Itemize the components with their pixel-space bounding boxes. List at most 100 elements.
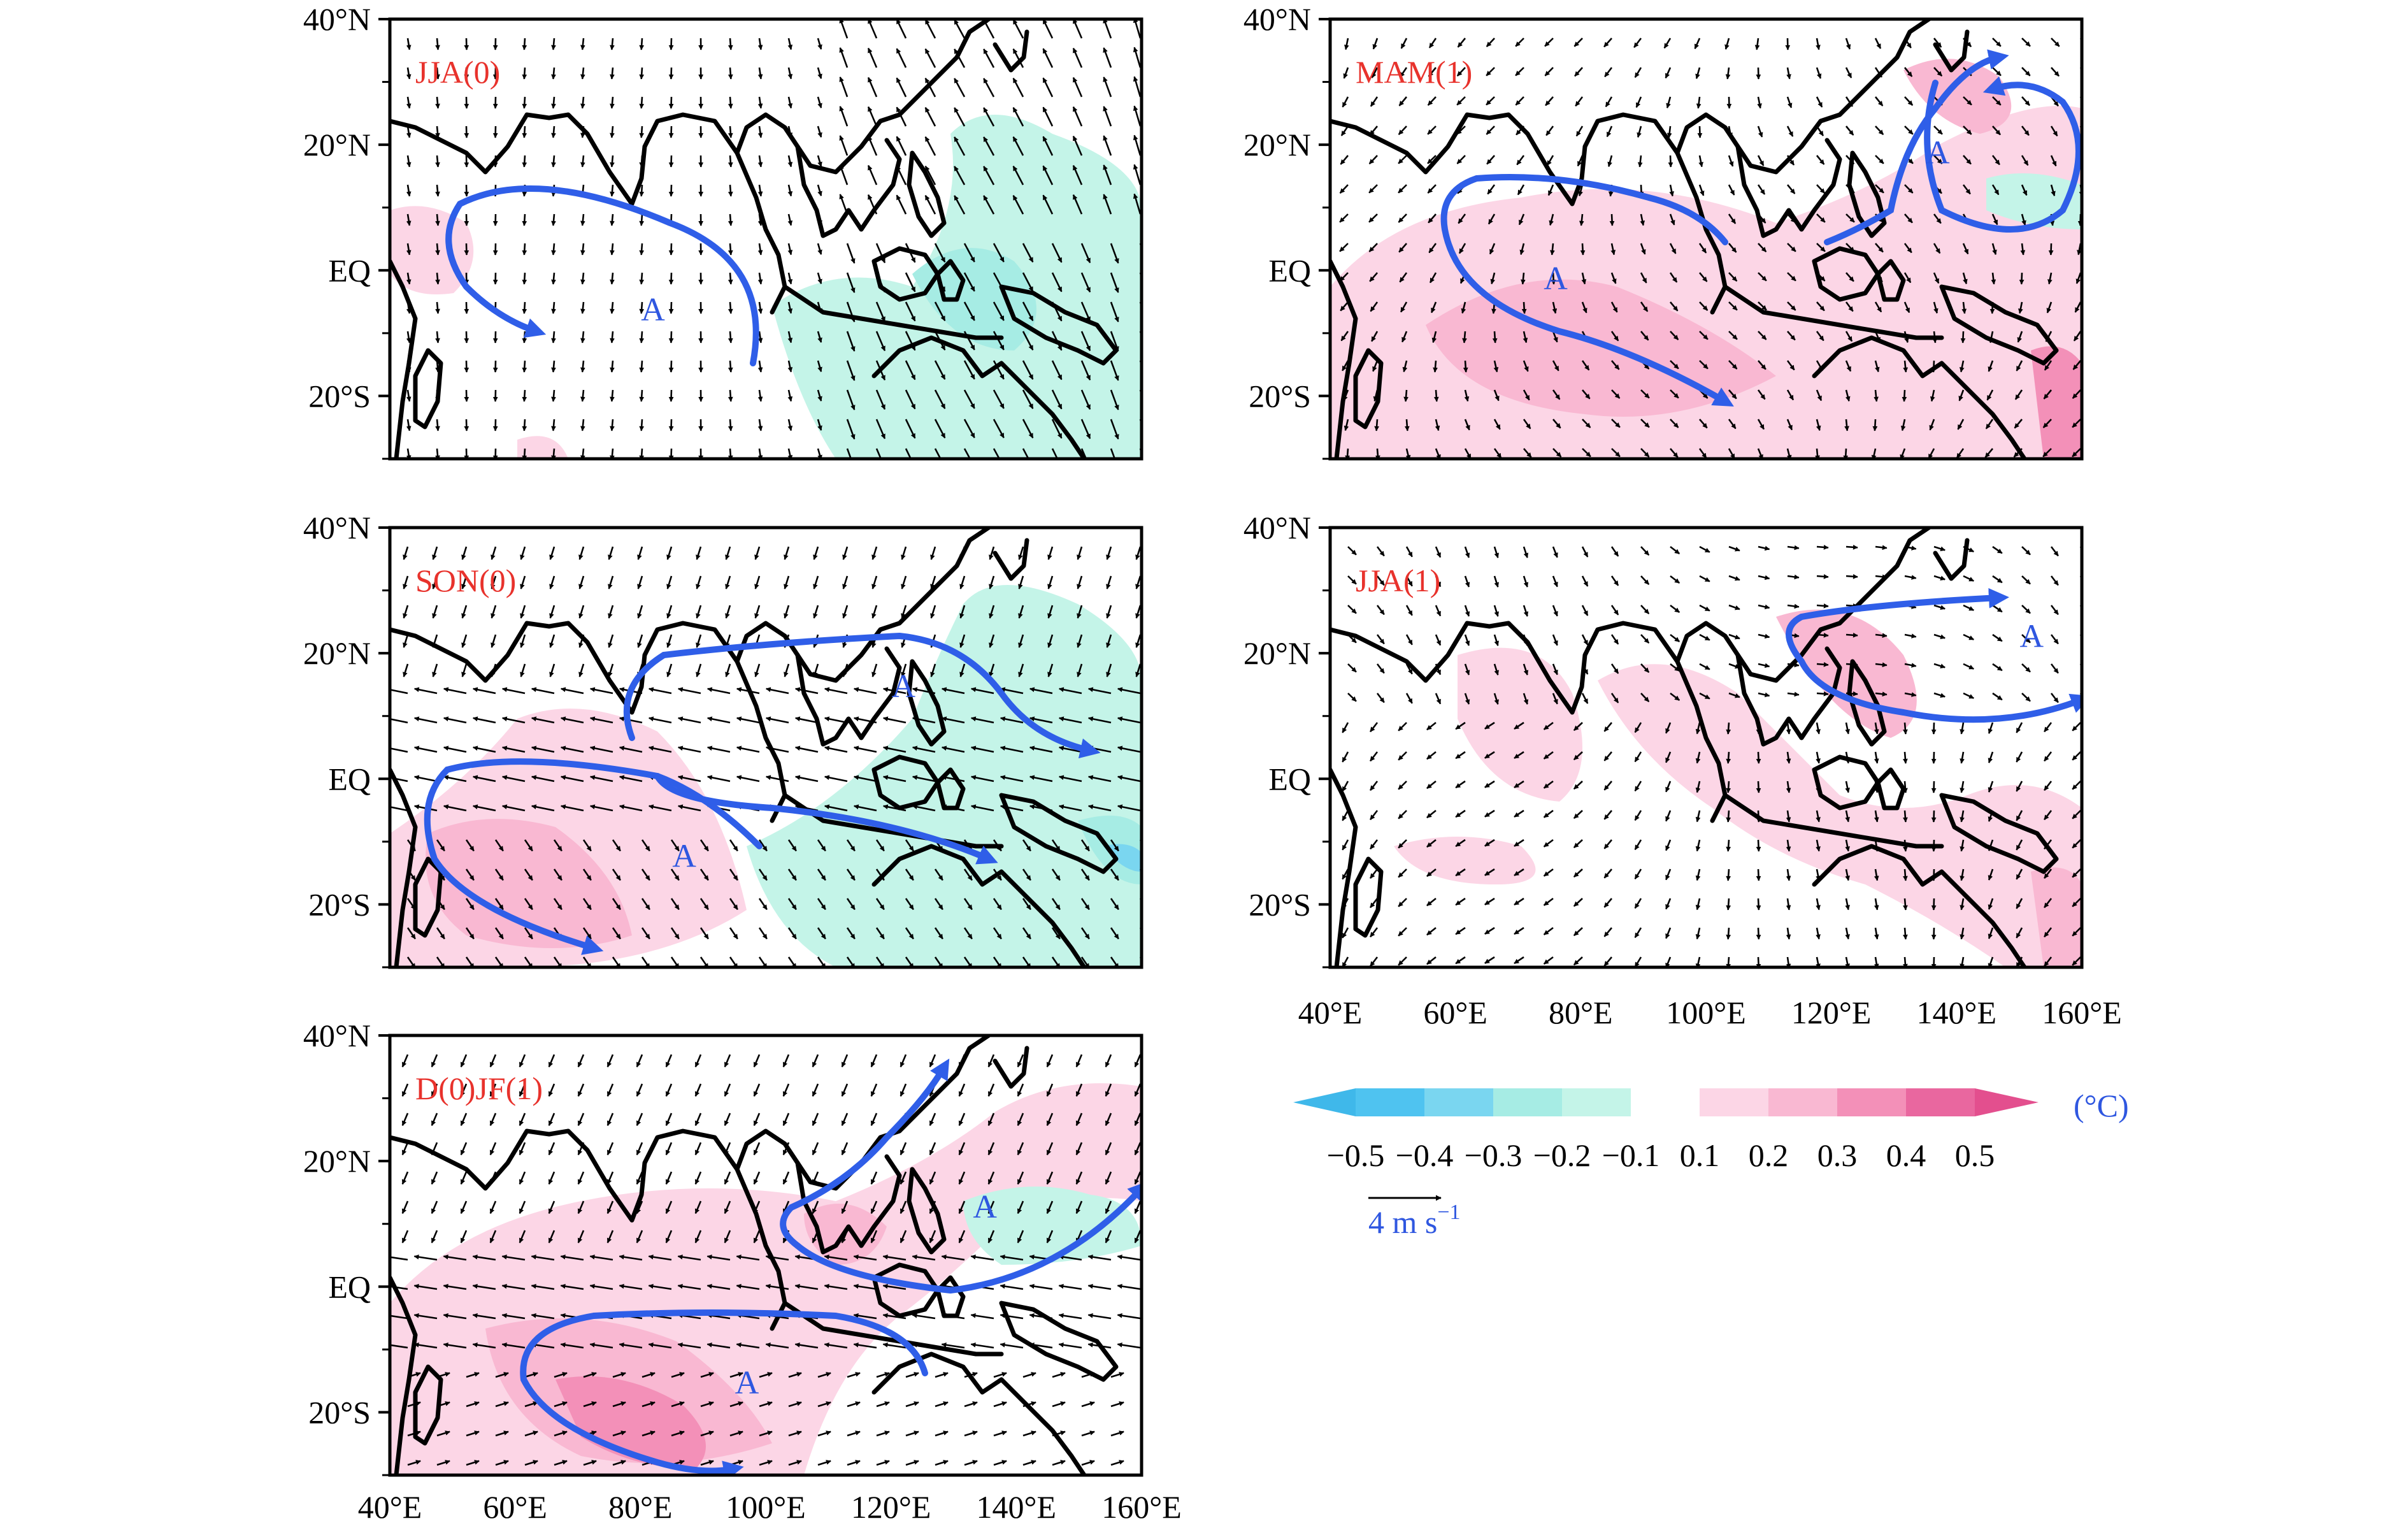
wind-vector	[1610, 546, 1619, 557]
wind-vector	[1575, 126, 1584, 137]
wind-vector	[757, 301, 763, 314]
wind-vector	[1670, 360, 1679, 370]
wind-vector	[1933, 692, 1946, 698]
wind-vector	[1022, 272, 1034, 292]
wind-vector	[431, 1113, 438, 1127]
wind-vector	[1042, 165, 1054, 185]
colorbar-label-negative: −0.5	[1327, 1137, 1385, 1173]
wind-vector	[1042, 194, 1054, 215]
wind-vector	[1573, 839, 1583, 849]
wind-vector	[905, 1372, 919, 1378]
wind-vector	[1514, 809, 1524, 818]
wind-vector	[1022, 927, 1031, 940]
wind-vector	[522, 67, 527, 80]
wind-vector	[1845, 331, 1853, 342]
wind-vector	[1816, 184, 1826, 194]
wind-vector	[1963, 692, 1974, 699]
colorbar-tick-labels: −0.5 −0.4 −0.3 −0.2 −0.1 0.1 0.2 0.3 0.4 0.5	[1327, 1137, 1995, 1173]
wind-vector	[1845, 67, 1853, 78]
wind-vector	[1665, 927, 1672, 939]
wind-vector	[1845, 898, 1850, 911]
wind-vector	[1992, 575, 2003, 584]
wind-vector	[2051, 38, 2060, 47]
wind-vector	[839, 106, 849, 127]
wind-vector	[1484, 809, 1495, 818]
wind-vector	[1758, 243, 1767, 252]
wind-vector	[1845, 38, 1851, 50]
lat-label: 40°N	[303, 1, 371, 37]
wind-vector	[2074, 301, 2082, 313]
wind-vector	[1787, 691, 1800, 697]
wind-vector	[1135, 663, 1142, 677]
wind-vector	[983, 166, 995, 185]
wind-vector	[1544, 67, 1554, 76]
wind-vector	[754, 663, 761, 677]
wind-vector	[963, 869, 973, 881]
wind-vector	[912, 804, 936, 812]
wind-vector	[841, 1054, 849, 1068]
circulation-flow-arrow	[1924, 76, 2082, 233]
wind-vector	[724, 1113, 731, 1127]
wind-vector	[1640, 663, 1650, 674]
wind-vector	[824, 775, 848, 782]
wind-vector	[1117, 1283, 1141, 1290]
wind-vector	[896, 77, 907, 97]
wind-vector	[666, 575, 673, 589]
wind-vector	[549, 605, 555, 619]
wind-vector	[641, 898, 650, 911]
wind-vector	[1022, 419, 1034, 438]
wind-vector	[2014, 389, 2023, 400]
wind-vector	[639, 331, 645, 343]
wind-vector	[1455, 956, 1466, 965]
wind-vector	[817, 360, 822, 373]
wind-vector	[1757, 96, 1762, 109]
wind-vector	[1543, 809, 1554, 818]
wind-vector	[924, 48, 936, 68]
wind-vector	[1904, 126, 1914, 135]
wind-vector	[853, 775, 877, 782]
wind-vector	[1042, 106, 1054, 127]
wind-vector	[1573, 956, 1583, 966]
wind-vector	[2044, 360, 2053, 371]
wind-vector	[1371, 331, 1379, 342]
wind-vector	[1991, 213, 1998, 226]
wind-vector	[2021, 38, 2031, 47]
wind-vector	[413, 716, 438, 724]
wind-vector	[491, 575, 497, 589]
wind-vector	[1724, 38, 1730, 50]
wind-vector	[1611, 448, 1621, 458]
wind-vector	[1463, 360, 1468, 373]
wind-vector	[905, 360, 916, 380]
wind-vector	[1464, 693, 1470, 705]
wind-vector	[1428, 67, 1437, 77]
wind-vector	[824, 687, 848, 695]
wind-vector	[934, 927, 943, 940]
wind-vector	[1670, 389, 1679, 399]
wind-vector	[464, 155, 469, 168]
wind-vector	[522, 155, 527, 168]
wind-vector	[1399, 67, 1408, 78]
wind-vector	[1018, 575, 1024, 589]
wind-vector	[1610, 243, 1616, 256]
wind-vector	[875, 898, 885, 911]
wind-vector	[1904, 184, 1914, 194]
wind-vector	[993, 1460, 1007, 1466]
wind-vector	[636, 1054, 643, 1068]
wind-vector	[1405, 605, 1413, 616]
wind-vector	[1698, 272, 1708, 282]
wind-vector	[817, 67, 822, 80]
wind-vector	[812, 1113, 819, 1127]
wind-vector	[754, 575, 761, 589]
wind-vector	[934, 389, 946, 409]
wind-vector	[443, 804, 467, 812]
wind-vector	[1484, 721, 1495, 730]
wind-vector	[1523, 546, 1529, 558]
wind-vector	[1493, 419, 1501, 430]
wind-vector	[694, 1142, 702, 1156]
wind-vector	[2021, 575, 2031, 585]
wind-vector	[1514, 839, 1524, 847]
wind-vector	[1344, 38, 1349, 50]
wind-vector	[501, 775, 526, 782]
lon-label: 140°E	[1917, 995, 1997, 1030]
wind-vector	[1728, 272, 1738, 282]
